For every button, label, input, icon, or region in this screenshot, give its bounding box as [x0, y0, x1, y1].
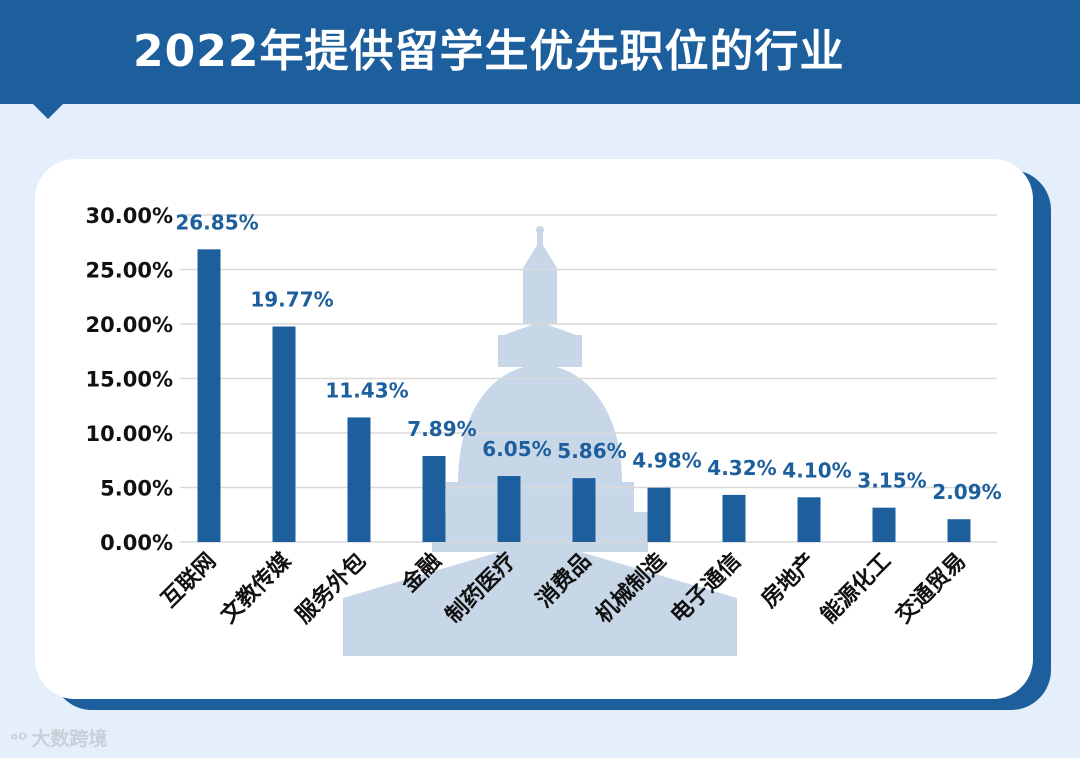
- data-label: 7.89%: [407, 417, 476, 441]
- y-tick-label: 10.00%: [86, 422, 173, 446]
- y-tick-label: 20.00%: [86, 313, 173, 337]
- bar: [872, 507, 896, 542]
- page-title: 2022年提供留学生优先职位的行业: [133, 26, 845, 77]
- bar: [347, 417, 371, 542]
- data-label: 26.85%: [175, 210, 258, 234]
- bars: [197, 249, 971, 542]
- bar: [197, 249, 221, 542]
- bar: [272, 326, 296, 542]
- data-label: 19.77%: [250, 288, 333, 312]
- data-label: 4.10%: [782, 458, 851, 482]
- watermark-text: 大数跨境: [31, 728, 108, 750]
- bar: [647, 487, 671, 542]
- watermark: ᵒᴼ 大数跨境: [10, 722, 107, 756]
- data-label: 2.09%: [932, 480, 1001, 504]
- data-label: 4.98%: [632, 449, 701, 473]
- bar: [422, 455, 446, 542]
- data-label: 5.86%: [557, 439, 626, 463]
- data-label: 4.32%: [707, 456, 776, 480]
- value-labels: 26.85%19.77%11.43%7.89%6.05% 5.86% 4.98% 4.…: [175, 210, 1001, 504]
- x-tick-label: 文教传媒: [216, 547, 297, 628]
- x-tick-label: 房地产: [756, 548, 821, 613]
- data-label: 6.05%: [482, 437, 551, 461]
- y-tick-label: 0.00%: [100, 531, 173, 555]
- header-banner: [0, 0, 1080, 104]
- x-tick-label: 互联网: [157, 549, 221, 613]
- y-tick-label: 5.00%: [100, 477, 173, 501]
- bar: [497, 476, 521, 542]
- bar: [722, 494, 746, 542]
- y-tick-label: 30.00%: [86, 204, 173, 228]
- data-label: 11.43%: [325, 378, 408, 402]
- y-axis: 0.00% 5.00% 10.00% 15.00% 20.00% 25.00% 30.00%: [86, 204, 173, 555]
- grid-lines: [180, 214, 997, 543]
- bar: [572, 478, 596, 542]
- brand-logo-icon: ᵒᴼ: [10, 730, 28, 750]
- x-tick-label: 交通贸易: [891, 548, 972, 629]
- data-label: 3.15%: [857, 469, 926, 493]
- header-notch: [32, 103, 64, 119]
- bar: [947, 519, 971, 542]
- x-tick-label: 能源化工: [816, 548, 897, 629]
- bar: [797, 497, 821, 542]
- y-tick-label: 15.00%: [86, 368, 173, 392]
- y-tick-label: 25.00%: [86, 259, 173, 283]
